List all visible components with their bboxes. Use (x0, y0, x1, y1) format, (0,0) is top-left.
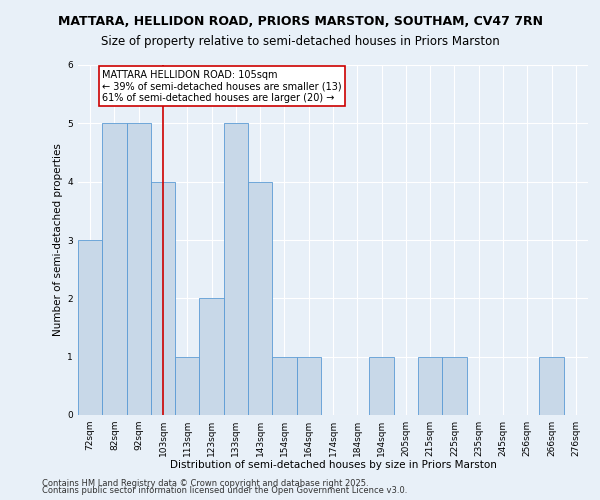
Bar (272, 356, 296, 415)
Y-axis label: Number of semi-detached properties: Number of semi-detached properties (53, 144, 63, 336)
Text: Contains public sector information licensed under the Open Government Licence v3: Contains public sector information licen… (42, 486, 407, 495)
Bar (248, 182, 272, 415)
Bar (78, 240, 102, 415)
Bar (296, 356, 321, 415)
Text: Size of property relative to semi-detached houses in Priors Marston: Size of property relative to semi-detach… (101, 35, 499, 48)
Bar (539, 356, 564, 415)
Text: MATTARA HELLIDON ROAD: 105sqm
← 39% of semi-detached houses are smaller (13)
61%: MATTARA HELLIDON ROAD: 105sqm ← 39% of s… (102, 70, 342, 103)
Bar (127, 124, 151, 415)
Bar (151, 182, 175, 415)
Bar (370, 356, 394, 415)
Text: Contains HM Land Registry data © Crown copyright and database right 2025.: Contains HM Land Registry data © Crown c… (42, 478, 368, 488)
Bar (102, 124, 127, 415)
Bar (175, 356, 199, 415)
Bar (442, 356, 467, 415)
Bar (199, 298, 224, 415)
Bar (224, 124, 248, 415)
X-axis label: Distribution of semi-detached houses by size in Priors Marston: Distribution of semi-detached houses by … (170, 460, 496, 470)
Bar (418, 356, 442, 415)
Text: MATTARA, HELLIDON ROAD, PRIORS MARSTON, SOUTHAM, CV47 7RN: MATTARA, HELLIDON ROAD, PRIORS MARSTON, … (58, 15, 542, 28)
